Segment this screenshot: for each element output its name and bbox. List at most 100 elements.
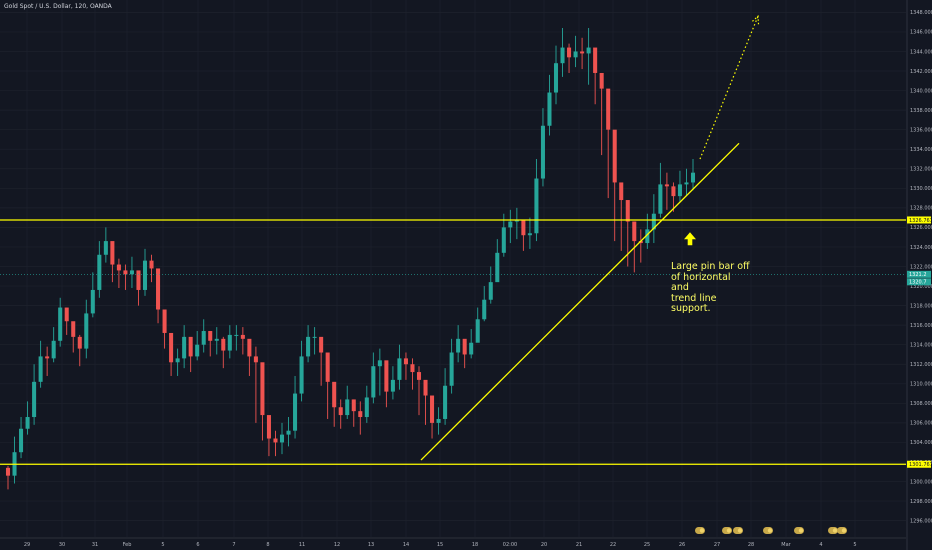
y-tick-label: 1338.000 xyxy=(910,108,932,114)
price-tag-label: 1321.2 xyxy=(909,272,927,278)
candle xyxy=(397,344,402,390)
candle-body xyxy=(90,289,95,314)
candle xyxy=(625,200,630,267)
event-icon-dot xyxy=(726,528,732,533)
candle-body xyxy=(71,321,76,337)
candle-body xyxy=(664,184,669,187)
candle-body xyxy=(547,92,552,126)
candle-body xyxy=(129,270,134,275)
candle-body xyxy=(619,182,624,201)
candle-body xyxy=(651,213,656,230)
candle xyxy=(338,399,343,429)
current-price-tag: 1321.2 xyxy=(907,270,931,278)
candle-body xyxy=(462,338,467,355)
candle xyxy=(97,241,102,298)
x-tick-label: 11 xyxy=(299,542,305,548)
candle xyxy=(567,43,572,73)
trend-line xyxy=(420,142,740,461)
candle xyxy=(345,385,350,419)
x-tick-label: 15 xyxy=(437,542,443,548)
x-tick-label: 6 xyxy=(196,542,199,548)
candle-body xyxy=(64,307,69,322)
y-tick-label: 1314.000 xyxy=(910,342,932,348)
candle xyxy=(123,264,128,290)
y-tick-label: 1300.000 xyxy=(910,479,932,485)
y-tick-label: 1328.000 xyxy=(910,206,932,212)
price-tag-label: 1320.7 xyxy=(909,280,927,286)
candle xyxy=(593,47,598,105)
x-tick-label: 8 xyxy=(266,542,269,548)
candle xyxy=(384,360,389,408)
candle-body xyxy=(475,319,480,343)
candle-body xyxy=(508,221,513,228)
x-tick-label: 31 xyxy=(92,542,98,548)
support-level-price-tag: 1326.761 xyxy=(907,216,932,224)
y-tick-label: 1296.000 xyxy=(910,518,932,524)
x-tick-label: 7 xyxy=(232,542,235,548)
y-tick-label: 1304.000 xyxy=(910,440,932,446)
candle-body xyxy=(116,264,121,271)
event-icon xyxy=(722,527,732,534)
candle-body xyxy=(593,47,598,73)
candle-body xyxy=(142,260,148,290)
candle-body xyxy=(677,184,682,197)
candle xyxy=(299,340,304,402)
candle xyxy=(64,307,69,335)
candle-body xyxy=(540,125,545,179)
candle-body xyxy=(456,338,461,353)
event-icon xyxy=(763,527,773,534)
candle xyxy=(690,158,696,191)
candle xyxy=(495,239,500,283)
candle xyxy=(110,241,115,283)
event-icon-dot xyxy=(699,528,705,533)
candle xyxy=(619,182,624,251)
candle xyxy=(547,74,552,136)
candle xyxy=(182,325,187,369)
candle xyxy=(351,399,356,427)
x-tick-label: 5 xyxy=(853,542,856,548)
event-icon xyxy=(837,527,847,534)
candle xyxy=(449,338,454,394)
candle xyxy=(423,379,428,425)
candle xyxy=(684,168,689,197)
candle-body xyxy=(279,434,285,443)
candle xyxy=(416,366,422,416)
annotation-line: trend line xyxy=(671,292,717,304)
candle-body xyxy=(97,254,102,290)
candle xyxy=(612,129,617,242)
candle xyxy=(319,336,324,386)
x-tick-label: 13 xyxy=(368,542,374,548)
candle-body xyxy=(332,381,337,408)
chart-annotation: Large pin bar off of horizontal and tren… xyxy=(671,261,751,315)
candle-body xyxy=(410,364,415,373)
up-arrow-icon xyxy=(684,232,696,246)
x-tick-label: 14 xyxy=(403,542,409,548)
y-tick-label: 1332.000 xyxy=(910,167,932,173)
x-tick-label: 5 xyxy=(161,542,164,548)
candle-body xyxy=(84,313,89,349)
candle-body xyxy=(123,270,128,275)
candle-body xyxy=(390,379,395,392)
candle-body xyxy=(286,430,291,435)
candle xyxy=(325,352,330,419)
candle xyxy=(58,297,63,347)
candle-body xyxy=(625,200,630,222)
candle-body xyxy=(260,362,265,416)
candle-body xyxy=(25,417,30,429)
candle-body xyxy=(195,344,200,357)
candle xyxy=(71,321,76,353)
y-tick-label: 1348.000 xyxy=(910,10,932,16)
candle xyxy=(208,331,213,357)
candle xyxy=(266,415,271,457)
candle-body xyxy=(182,336,187,359)
event-icon xyxy=(828,527,838,534)
candle-body xyxy=(299,356,304,394)
candle-body xyxy=(384,360,389,392)
candle-body xyxy=(221,338,226,351)
candle-body xyxy=(501,227,506,253)
candle-body xyxy=(306,336,311,357)
candle xyxy=(430,395,435,439)
candle xyxy=(45,346,50,376)
